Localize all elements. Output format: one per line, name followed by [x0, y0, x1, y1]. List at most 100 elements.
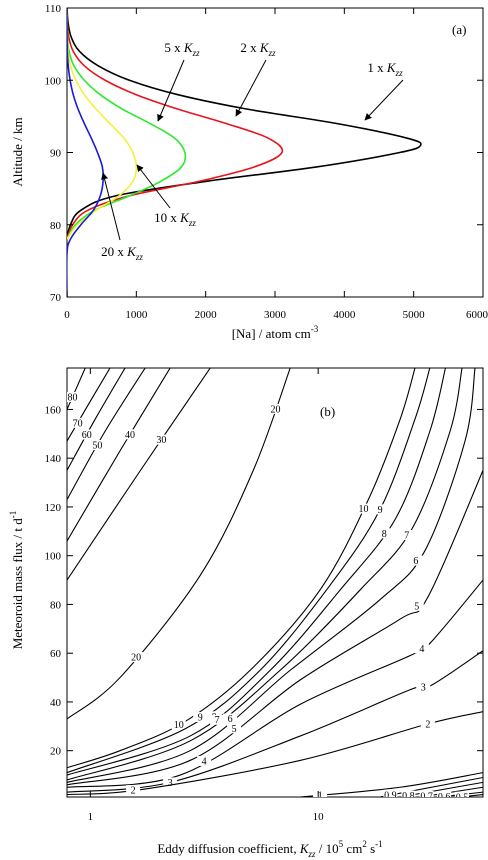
label-part: / 10 — [316, 841, 339, 856]
x-tick-label: 6000 — [466, 309, 488, 321]
x-tick-label: 1 — [88, 811, 94, 823]
label-part: zz — [308, 849, 317, 859]
label-part: -3 — [311, 324, 319, 334]
contour-line — [67, 368, 416, 769]
contour-label: 7 — [215, 715, 220, 726]
contour-label: 0.7 — [420, 792, 433, 803]
contour-line — [67, 368, 291, 720]
x-tick-label: 1000 — [125, 309, 148, 321]
contour-line — [67, 368, 86, 410]
curve-annotation: 1 x Kzz — [367, 60, 403, 78]
contour-line — [67, 368, 111, 442]
contour-line — [67, 368, 171, 542]
contour-label-bg — [210, 714, 225, 725]
y-tick-label: 20 — [50, 746, 62, 758]
y-tick-label: 140 — [45, 453, 62, 465]
contour-label-bg — [268, 403, 283, 414]
contour-line — [67, 368, 463, 781]
label-part: 20 x — [101, 244, 127, 259]
contour-label-bg — [383, 790, 398, 797]
contour-label: 5 — [232, 724, 237, 735]
contour-label-bg — [419, 791, 434, 797]
profile-line — [67, 8, 422, 240]
contour-label-bg — [123, 429, 138, 440]
contour-label: 7 — [404, 530, 409, 541]
contour-label: 10 — [174, 720, 184, 731]
label-part: K — [183, 40, 194, 55]
contour-line — [67, 368, 126, 471]
curve-annotation: 5 x Kzz — [164, 40, 200, 58]
contour-label: 70 — [73, 418, 83, 429]
label-part: zz — [268, 48, 277, 58]
label-part: zz — [135, 252, 144, 262]
y-tick-label: 60 — [50, 648, 62, 660]
contour-label: 4 — [202, 756, 207, 767]
label-part: cm — [343, 841, 362, 856]
label-part: zz — [192, 48, 201, 58]
x-tick-label: 3000 — [264, 309, 287, 321]
contour-line — [67, 368, 476, 783]
contour-label: 60 — [82, 430, 92, 441]
plot-area: 80706050403020201010998877665544332210.9… — [67, 368, 483, 803]
contour-label-bg — [227, 723, 242, 734]
contour-label-bg — [409, 600, 424, 611]
contour-label-bg — [154, 434, 169, 445]
contour-line — [67, 368, 211, 581]
contour-label-bg — [414, 643, 429, 654]
annotation-arrow — [101, 172, 121, 241]
contour-label: 40 — [125, 430, 135, 441]
label-part: K — [386, 60, 397, 75]
label-part: zz — [395, 68, 404, 78]
y-tick-label: 160 — [45, 404, 62, 416]
contour-label-bg — [408, 555, 423, 566]
label-part: 5 — [339, 839, 344, 849]
label-part: K — [179, 210, 190, 225]
contour-label-bg — [197, 755, 212, 766]
label-part: 2 — [362, 839, 367, 849]
contour-label-bg — [373, 504, 388, 515]
contour-label: 0.5 — [456, 792, 469, 803]
y-tick-label: 90 — [50, 148, 62, 160]
label-part: [Na] / atom cm — [232, 326, 311, 341]
label-part: K — [259, 40, 270, 55]
contour-line — [67, 368, 431, 774]
contour-label-bg — [416, 681, 431, 692]
contour-label: 6 — [228, 714, 233, 725]
y-tick-label: 80 — [50, 220, 62, 232]
y-axis-label: Altitude / km — [10, 117, 25, 186]
contour-label-bg — [401, 790, 416, 797]
contour-label-bg — [356, 503, 371, 514]
plot-area — [67, 8, 422, 297]
label-part: K — [126, 244, 137, 259]
contour-label-bg — [70, 417, 85, 428]
plot-frame — [66, 367, 484, 798]
x-tick-label: 5000 — [403, 309, 426, 321]
contour-label-bg — [437, 791, 452, 797]
contour-label: 8 — [382, 529, 387, 540]
y-tick-label: 120 — [45, 502, 62, 514]
x-tick-label: 4000 — [333, 309, 356, 321]
contour-label: 3 — [421, 682, 426, 693]
contour-line — [67, 711, 483, 796]
contour-label: 2 — [131, 786, 136, 797]
contour-line — [67, 470, 483, 786]
label-part: K — [299, 841, 310, 856]
contour-label: 4 — [419, 644, 424, 655]
contour-line — [67, 368, 146, 500]
contour-label: 30 — [156, 435, 166, 446]
curve-annotation: 2 x Kzz — [240, 40, 276, 58]
contour-label-bg — [163, 777, 178, 788]
y-axis-label: Meteoroid mass flux / t d-1 — [8, 511, 25, 650]
contour-label: 80 — [67, 393, 77, 404]
contour-label: 9 — [198, 713, 203, 724]
annotation-arrow — [157, 59, 185, 122]
profile-line — [67, 8, 105, 297]
contour-label: 1 — [318, 791, 323, 802]
label-part: 5 x — [164, 40, 184, 55]
label-part: 10 x — [154, 210, 180, 225]
x-axis-label: [Na] / atom cm-3 — [232, 324, 319, 341]
y-tick-label: 100 — [45, 551, 62, 563]
contour-label: 3 — [168, 778, 173, 789]
label-part: Eddy diffusion coefficient, — [157, 841, 300, 856]
